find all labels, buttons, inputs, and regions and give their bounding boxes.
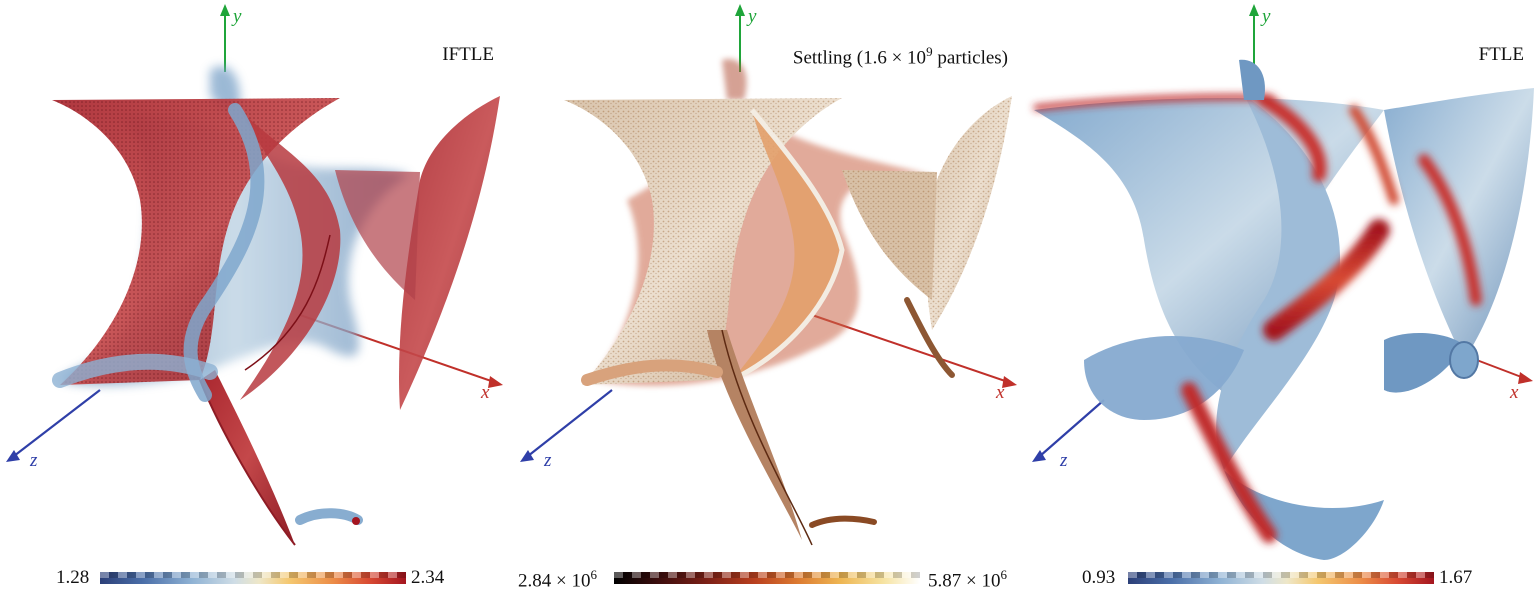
colorbar: 0.93 1.67	[1082, 566, 1502, 592]
panel-title: FTLE	[1478, 44, 1524, 65]
x-axis-label: x	[1510, 382, 1519, 403]
iftle-volume-render	[6, 4, 503, 546]
colorbar-min: 0.93	[1082, 567, 1116, 588]
z-axis-label: z	[30, 450, 38, 471]
ftle-panel: FTLE y x z 0.93 1.67	[1024, 0, 1536, 592]
panel-title: Settling (1.6 × 109 particles)	[792, 44, 1008, 69]
colorbar-max: 5.87 × 106	[928, 567, 1007, 592]
colorbar: 1.28 2.34	[56, 566, 456, 592]
y-axis-label: y	[748, 6, 757, 27]
settling-particle-render	[520, 4, 1017, 546]
iftle-panel: IFTLE y x z 1.28 2.34	[0, 0, 512, 592]
colorbar-max: 2.34	[411, 567, 445, 588]
ftle-volume-render	[1032, 4, 1534, 560]
z-axis-label: z	[1060, 450, 1068, 471]
settling-panel: Settling (1.6 × 109 particles) y x z 2.8…	[512, 0, 1024, 592]
x-axis-label: x	[481, 382, 490, 403]
colorbar-ramp	[614, 572, 920, 584]
colorbar-ramp	[100, 572, 406, 584]
z-axis-label: z	[544, 450, 552, 471]
colorbar: 2.84 × 106 5.87 × 106	[518, 566, 1018, 592]
panel-title: IFTLE	[442, 44, 494, 65]
colorbar-min: 1.28	[56, 567, 90, 588]
colorbar-ramp	[1128, 572, 1434, 584]
x-axis-label: x	[996, 382, 1005, 403]
colorbar-min: 2.84 × 106	[518, 567, 597, 592]
colorbar-max: 1.67	[1439, 567, 1473, 588]
y-axis-label: y	[1262, 6, 1271, 27]
y-axis-label: y	[233, 6, 242, 27]
